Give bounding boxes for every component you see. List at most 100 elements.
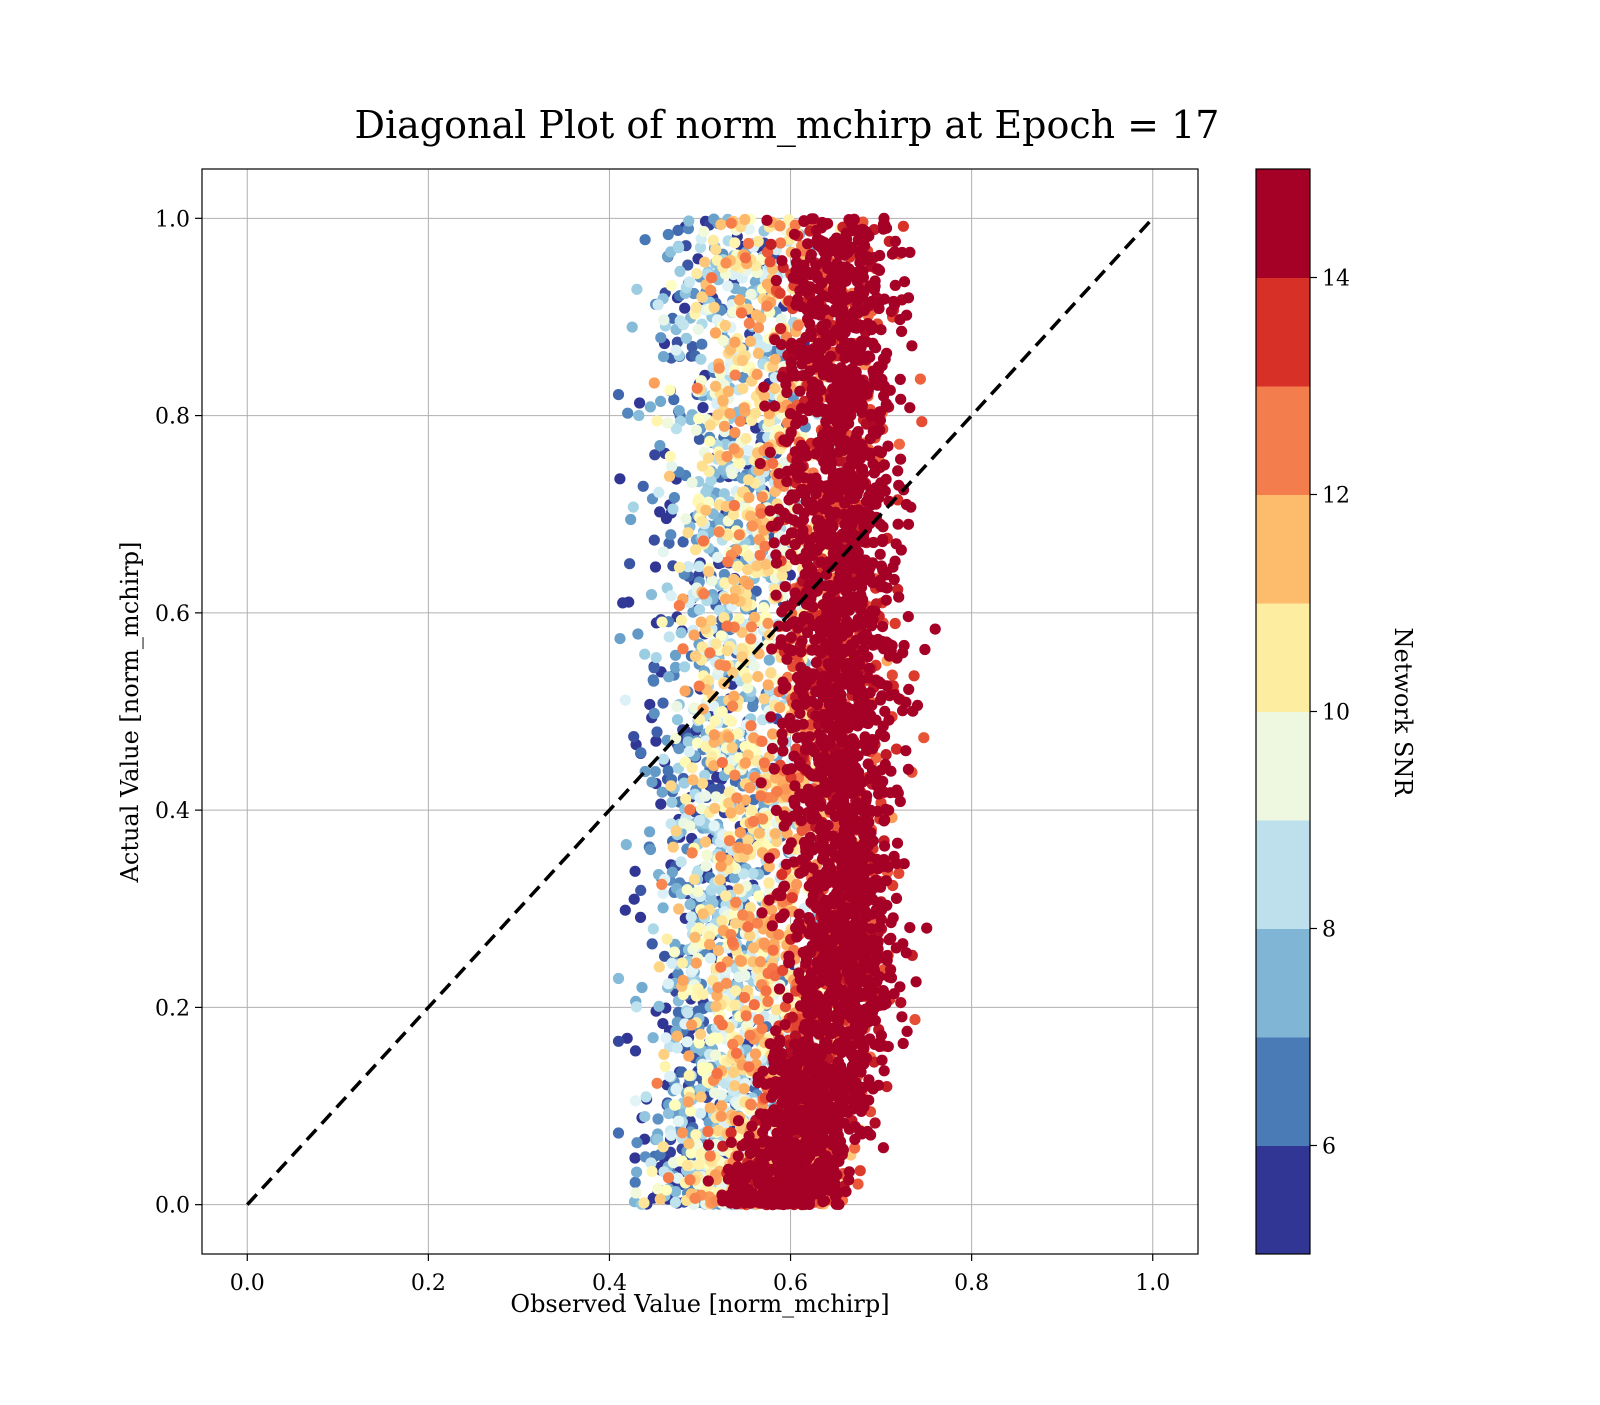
scatter-point	[624, 558, 635, 569]
scatter-point	[621, 839, 632, 850]
scatter-point	[774, 288, 785, 299]
scatter-point	[710, 244, 721, 255]
scatter-point	[655, 799, 666, 810]
scatter-point	[682, 1036, 693, 1047]
scatter-point	[717, 757, 728, 768]
scatter-point	[635, 747, 646, 758]
scatter-point	[737, 909, 748, 920]
scatter-point	[666, 958, 677, 969]
scatter-point	[664, 1071, 675, 1082]
scatter-point	[760, 985, 771, 996]
scatter-point	[739, 992, 750, 1003]
scatter-point	[726, 716, 737, 727]
scatter-point	[679, 661, 690, 672]
scatter-point	[909, 1014, 920, 1025]
scatter-point	[870, 1117, 881, 1128]
scatter-point	[672, 714, 683, 725]
scatter-point	[716, 915, 727, 926]
scatter-point	[633, 410, 644, 421]
scatter-point	[653, 299, 664, 310]
scatter-point	[671, 825, 682, 836]
scatter-point	[680, 794, 691, 805]
scatter-point	[715, 962, 726, 973]
scatter-point	[742, 673, 753, 684]
scatter-point	[749, 999, 760, 1010]
scatter-point	[720, 257, 731, 268]
scatter-point	[765, 256, 776, 267]
scatter-point	[631, 1187, 642, 1198]
scatter-point	[736, 307, 747, 318]
scatter-point	[689, 874, 700, 885]
scatter-point	[742, 682, 753, 693]
plot-area	[202, 169, 1198, 1254]
scatter-point	[641, 1091, 652, 1102]
scatter-point	[878, 1142, 889, 1153]
scatter-point	[893, 519, 904, 530]
scatter-point	[682, 884, 693, 895]
scatter-point	[879, 840, 890, 851]
scatter-point	[671, 701, 682, 712]
scatter-point	[651, 726, 662, 737]
scatter-point	[712, 1068, 723, 1079]
scatter-point	[691, 302, 702, 313]
scatter-point	[638, 481, 649, 492]
scatter-point	[772, 786, 783, 797]
scatter-point	[739, 1083, 750, 1094]
scatter-point	[693, 1159, 704, 1170]
scatter-point	[743, 238, 754, 249]
scatter-point	[782, 993, 793, 1004]
scatter-point	[770, 354, 781, 365]
scatter-point	[639, 1111, 650, 1122]
scatter-point	[745, 289, 756, 300]
scatter-point	[763, 679, 774, 690]
scatter-point	[726, 468, 737, 479]
scatter-point	[750, 408, 761, 419]
scatter-point	[646, 777, 657, 788]
scatter-point	[665, 529, 676, 540]
scatter-point	[903, 611, 914, 622]
scatter-point	[631, 1137, 642, 1148]
scatter-point	[723, 386, 734, 397]
scatter-point	[722, 451, 733, 462]
scatter-point	[726, 218, 737, 229]
scatter-point	[655, 1194, 666, 1205]
scatter-point	[728, 574, 739, 585]
scatter-point	[645, 401, 656, 412]
scatter-point	[743, 492, 754, 503]
scatter-point	[664, 471, 675, 482]
scatter-point	[745, 633, 756, 644]
scatter-point	[666, 590, 677, 601]
scatter-point	[737, 383, 748, 394]
scatter-point	[651, 415, 662, 426]
scatter-point	[705, 420, 716, 431]
scatter-point	[715, 851, 726, 862]
scatter-point	[613, 1036, 624, 1047]
scatter-point	[671, 1084, 682, 1095]
scatter-point	[901, 947, 912, 958]
scatter-point	[664, 385, 675, 396]
scatter-point	[654, 440, 665, 451]
scatter-point	[654, 961, 665, 972]
scatter-point	[687, 847, 698, 858]
scatter-point	[689, 630, 700, 641]
scatter-point	[716, 1100, 727, 1111]
scatter-point	[666, 1130, 677, 1141]
scatter-point	[776, 869, 787, 880]
scatter-point	[743, 579, 754, 590]
scatter-point	[767, 458, 778, 469]
scatter-point	[691, 958, 702, 969]
scatter-point	[649, 535, 660, 546]
scatter-point	[714, 874, 725, 885]
scatter-point	[694, 815, 705, 826]
scatter-point	[662, 933, 673, 944]
scatter-point	[765, 239, 776, 250]
scatter-point	[752, 671, 763, 682]
scatter-point	[744, 782, 755, 793]
scatter-point	[683, 215, 694, 226]
scatter-point	[743, 550, 754, 561]
scatter-point	[705, 1150, 716, 1161]
scatter-point	[704, 647, 715, 658]
scatter-point	[703, 1139, 714, 1150]
scatter-point	[613, 389, 624, 400]
scatter-point	[617, 597, 628, 608]
